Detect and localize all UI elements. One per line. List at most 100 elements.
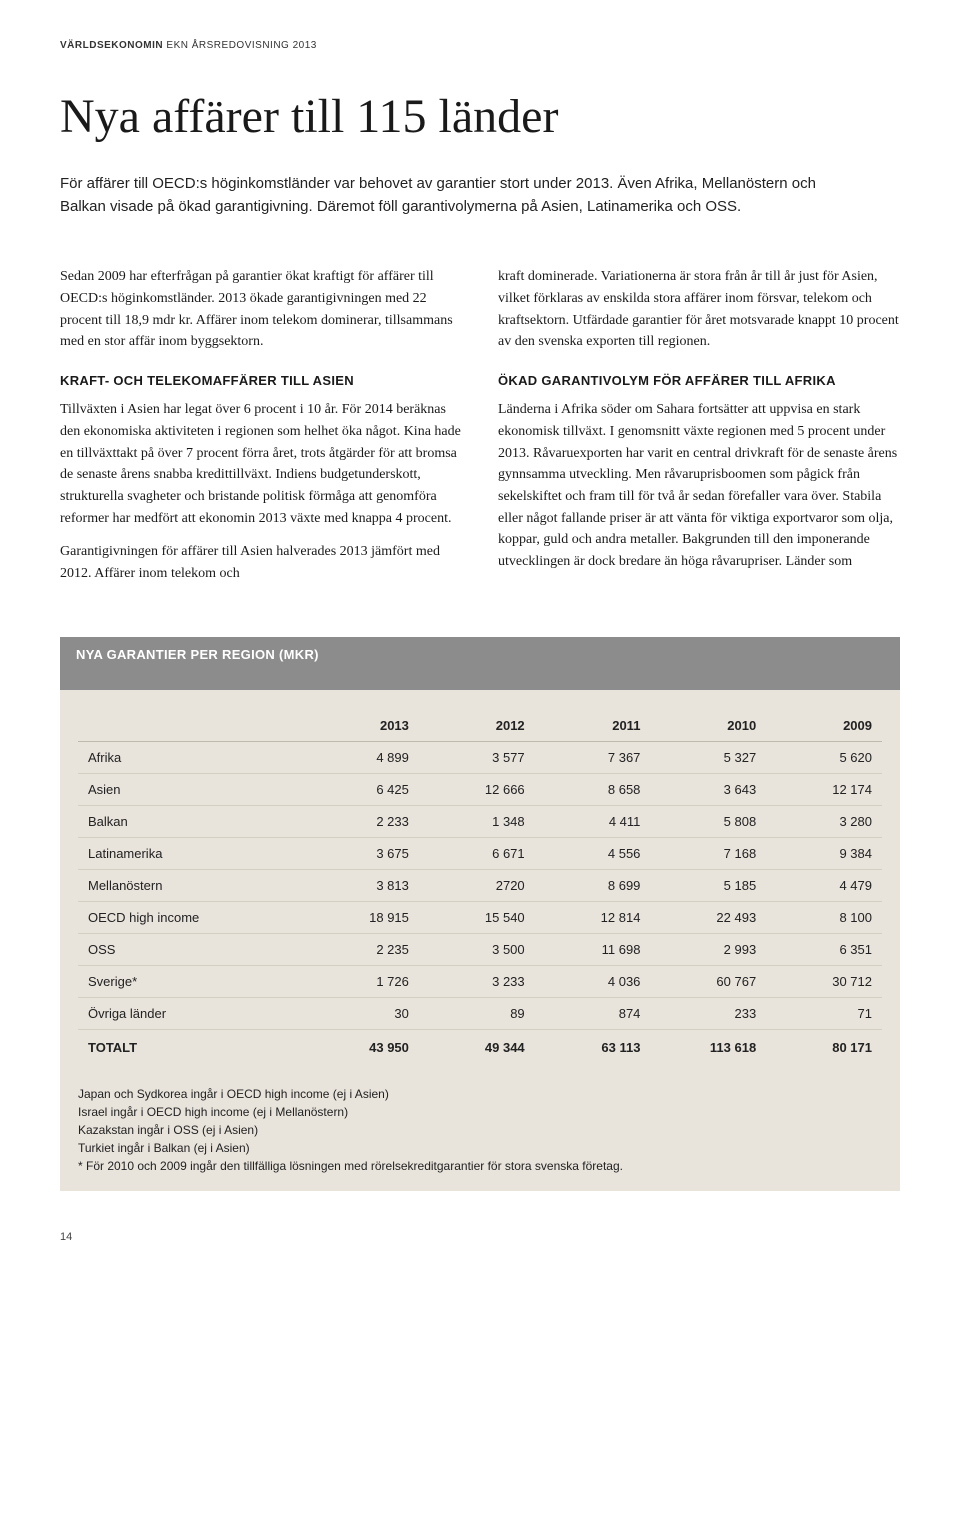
page-title: Nya affärer till 115 länder xyxy=(60,91,900,144)
table-cell: 71 xyxy=(766,997,882,1029)
column-left: Sedan 2009 har efterfrågan på garantier … xyxy=(60,266,462,596)
header-section-rest: EKN ÅRSREDOVISNING 2013 xyxy=(163,40,317,51)
table-col-header: 2011 xyxy=(535,710,651,742)
table-row: Mellanöstern3 81327208 6995 1854 479 xyxy=(78,869,882,901)
table-row: Afrika4 8993 5777 3675 3275 620 xyxy=(78,741,882,773)
page-header-label: VÄRLDSEKONOMIN EKN ÅRSREDOVISNING 2013 xyxy=(60,40,900,51)
left-p2: Tillväxten i Asien har legat över 6 proc… xyxy=(60,399,462,529)
table-total-cell: 49 344 xyxy=(419,1029,535,1063)
table-cell: 3 813 xyxy=(303,869,419,901)
table-cell: 7 168 xyxy=(650,837,766,869)
footnote-line: Kazakstan ingår i OSS (ej i Asien) xyxy=(78,1121,882,1139)
table-cell: Afrika xyxy=(78,741,303,773)
intro-paragraph: För affärer till OECD:s höginkomstländer… xyxy=(60,172,820,219)
table-total-cell: 80 171 xyxy=(766,1029,882,1063)
table-cell: 1 726 xyxy=(303,965,419,997)
table-cell: 3 675 xyxy=(303,837,419,869)
table-cell: 11 698 xyxy=(535,933,651,965)
table-cell: OECD high income xyxy=(78,901,303,933)
left-p1: Sedan 2009 har efterfrågan på garantier … xyxy=(60,266,462,353)
column-right: kraft dominerade. Variationerna är stora… xyxy=(498,266,900,596)
table-cell: 6 351 xyxy=(766,933,882,965)
table-row: Latinamerika3 6756 6714 5567 1689 384 xyxy=(78,837,882,869)
table-cell: 3 280 xyxy=(766,805,882,837)
footnote-line: Japan och Sydkorea ingår i OECD high inc… xyxy=(78,1085,882,1103)
table-total-cell: TOTALT xyxy=(78,1029,303,1063)
table-cell: 3 500 xyxy=(419,933,535,965)
table-col-header: 2009 xyxy=(766,710,882,742)
table-cell: 5 808 xyxy=(650,805,766,837)
table-cell: 9 384 xyxy=(766,837,882,869)
table-cell: 2720 xyxy=(419,869,535,901)
table-cell: 5 327 xyxy=(650,741,766,773)
table-col-header xyxy=(78,710,303,742)
page-number: 14 xyxy=(60,1231,900,1243)
table-row: Övriga länder308987423371 xyxy=(78,997,882,1029)
left-p3: Garantigivningen för affärer till Asien … xyxy=(60,541,462,584)
table-cell: 8 699 xyxy=(535,869,651,901)
right-p2: Länderna i Afrika söder om Sahara fortsä… xyxy=(498,399,900,573)
table-cell: 12 814 xyxy=(535,901,651,933)
table-total-cell: 113 618 xyxy=(650,1029,766,1063)
left-heading: KRAFT- OCH TELEKOMAFFÄRER TILL ASIEN xyxy=(60,371,462,391)
table-row: OSS2 2353 50011 6982 9936 351 xyxy=(78,933,882,965)
table-cell: 1 348 xyxy=(419,805,535,837)
table-cell: 3 233 xyxy=(419,965,535,997)
table-row: OECD high income18 91515 54012 81422 493… xyxy=(78,901,882,933)
table-cell: 6 425 xyxy=(303,773,419,805)
table-cell: 4 899 xyxy=(303,741,419,773)
table-cell: 7 367 xyxy=(535,741,651,773)
table-cell: Latinamerika xyxy=(78,837,303,869)
table-cell: Asien xyxy=(78,773,303,805)
table-cell: 30 712 xyxy=(766,965,882,997)
table-cell: 2 993 xyxy=(650,933,766,965)
table-cell: Mellanöstern xyxy=(78,869,303,901)
table-col-header: 2012 xyxy=(419,710,535,742)
table-cell: OSS xyxy=(78,933,303,965)
guarantees-table: 20132012201120102009 Afrika4 8993 5777 3… xyxy=(78,710,882,1063)
table-cell: 30 xyxy=(303,997,419,1029)
table-cell: 89 xyxy=(419,997,535,1029)
table-cell: 12 666 xyxy=(419,773,535,805)
table-total-row: TOTALT43 95049 34463 113113 61880 171 xyxy=(78,1029,882,1063)
table-col-header: 2013 xyxy=(303,710,419,742)
table-header-row: 20132012201120102009 xyxy=(78,710,882,742)
table-cell: 5 620 xyxy=(766,741,882,773)
table-cell: 15 540 xyxy=(419,901,535,933)
table-row: Asien6 42512 6668 6583 64312 174 xyxy=(78,773,882,805)
table-cell: 4 556 xyxy=(535,837,651,869)
table-cell: 8 658 xyxy=(535,773,651,805)
table-cell: Balkan xyxy=(78,805,303,837)
table-title: NYA GARANTIER PER REGION (MKR) xyxy=(60,637,900,690)
footnote-line: * För 2010 och 2009 ingår den tillfällig… xyxy=(78,1157,882,1175)
table-cell: 12 174 xyxy=(766,773,882,805)
table-cell: Sverige* xyxy=(78,965,303,997)
right-heading: ÖKAD GARANTIVOLYM FÖR AFFÄRER TILL AFRIK… xyxy=(498,371,900,391)
table-cell: 4 479 xyxy=(766,869,882,901)
guarantees-table-block: NYA GARANTIER PER REGION (MKR) 201320122… xyxy=(60,637,900,1191)
table-cell: 4 036 xyxy=(535,965,651,997)
right-p1: kraft dominerade. Variationerna är stora… xyxy=(498,266,900,353)
table-row: Sverige*1 7263 2334 03660 76730 712 xyxy=(78,965,882,997)
footnote-line: Turkiet ingår i Balkan (ej i Asien) xyxy=(78,1139,882,1157)
body-columns: Sedan 2009 har efterfrågan på garantier … xyxy=(60,266,900,596)
table-body-wrap: 20132012201120102009 Afrika4 8993 5777 3… xyxy=(60,690,900,1191)
table-total-cell: 63 113 xyxy=(535,1029,651,1063)
table-row: Balkan2 2331 3484 4115 8083 280 xyxy=(78,805,882,837)
table-col-header: 2010 xyxy=(650,710,766,742)
table-cell: Övriga länder xyxy=(78,997,303,1029)
table-cell: 18 915 xyxy=(303,901,419,933)
header-section-bold: VÄRLDSEKONOMIN xyxy=(60,40,163,51)
table-cell: 3 643 xyxy=(650,773,766,805)
table-cell: 22 493 xyxy=(650,901,766,933)
table-footnotes: Japan och Sydkorea ingår i OECD high inc… xyxy=(78,1085,882,1175)
table-cell: 60 767 xyxy=(650,965,766,997)
table-cell: 3 577 xyxy=(419,741,535,773)
table-cell: 2 235 xyxy=(303,933,419,965)
table-cell: 2 233 xyxy=(303,805,419,837)
table-cell: 5 185 xyxy=(650,869,766,901)
table-cell: 874 xyxy=(535,997,651,1029)
table-cell: 6 671 xyxy=(419,837,535,869)
table-cell: 4 411 xyxy=(535,805,651,837)
footnote-line: Israel ingår i OECD high income (ej i Me… xyxy=(78,1103,882,1121)
